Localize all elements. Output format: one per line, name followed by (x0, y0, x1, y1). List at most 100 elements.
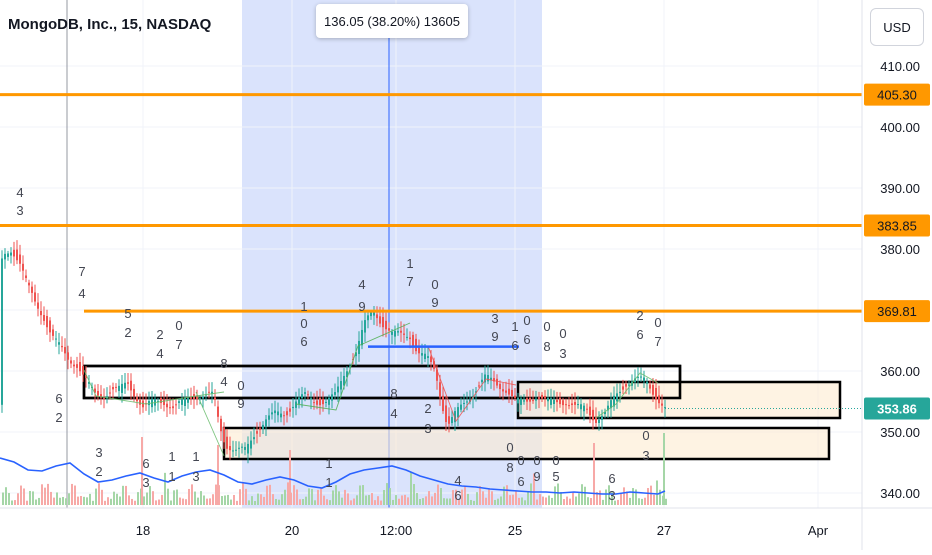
candle-body (37, 302, 39, 309)
volume-bar (539, 494, 541, 505)
volume-bar (497, 498, 499, 505)
volume-bar (338, 491, 340, 505)
candle-body (58, 342, 60, 345)
volume-bar (629, 497, 631, 505)
annotation-digit: 0 (523, 313, 530, 328)
annotation-digit: 3 (424, 421, 431, 436)
candle-body (316, 400, 318, 405)
volume-bar (269, 484, 271, 505)
zigzag-line (195, 391, 225, 457)
volume-bar (620, 494, 622, 505)
candle-body (166, 403, 168, 408)
candle-body (577, 404, 579, 406)
volume-bar (236, 500, 238, 505)
candle-body (169, 407, 171, 409)
candle-body (415, 338, 417, 352)
volume-spike (663, 433, 665, 505)
volume-bar (566, 496, 568, 505)
volume-bar (353, 498, 355, 505)
volume-bar (518, 497, 520, 505)
candle-body (196, 395, 198, 400)
volume-bar (578, 493, 580, 505)
candle-body (31, 286, 33, 293)
volume-bar (260, 494, 262, 505)
candle-body (28, 282, 30, 286)
candle-body (241, 446, 243, 448)
volume-bar (320, 487, 322, 505)
candle-body (88, 381, 90, 384)
volume-bar (71, 483, 73, 505)
volume-bar (167, 488, 169, 505)
volume-bar (341, 497, 343, 505)
annotation-digit: 8 (220, 356, 227, 371)
volume-bar (635, 489, 637, 505)
volume-bar (494, 499, 496, 505)
volume-bar (113, 491, 115, 505)
x-tick-label: 18 (136, 523, 150, 538)
volume-bar (575, 496, 577, 505)
volume-bar (122, 485, 124, 505)
candle-body (253, 437, 255, 440)
candle-body (268, 415, 270, 420)
zigzag-line (83, 369, 225, 405)
candle-body (427, 356, 429, 358)
candle-body (247, 443, 249, 454)
volume-bar (14, 500, 16, 505)
volume-bar (500, 496, 502, 505)
candle-body (520, 398, 522, 405)
candle-body (160, 397, 162, 404)
candle-body (493, 378, 495, 382)
volume-bar (476, 492, 478, 505)
annotation-digit: 2 (156, 327, 163, 342)
candle-body (457, 407, 459, 418)
volume-bar (626, 491, 628, 505)
x-tick-label: 12:00 (380, 523, 413, 538)
candle-body (574, 402, 576, 405)
annotation-digit: 3 (142, 475, 149, 490)
volume-bar (86, 497, 88, 505)
volume-bar (197, 497, 199, 505)
volume-bar (368, 495, 370, 505)
volume-bar (5, 487, 7, 505)
symbol-title[interactable]: MongoDB, Inc., 15, NASDAQ (8, 16, 212, 33)
candle-body (652, 384, 654, 395)
volume-bar (170, 500, 172, 505)
annotation-digit: 6 (55, 391, 62, 406)
volume-bar (548, 495, 550, 505)
candle-body (337, 386, 339, 393)
volume-bar (143, 496, 145, 505)
volume-bar (347, 493, 349, 505)
candle-body (226, 436, 228, 449)
volume-bar (407, 497, 409, 505)
volume-bar (137, 492, 139, 505)
volume-bar (56, 492, 58, 505)
annotation-digit: 1 (168, 449, 175, 464)
candle-body (115, 386, 117, 388)
volume-spike (141, 437, 143, 505)
volume-bar (656, 480, 658, 505)
candle-body (16, 249, 18, 261)
volume-bar (158, 499, 160, 505)
volume-bar (287, 482, 289, 505)
currency-button[interactable]: USD (870, 8, 924, 46)
candle-body (454, 411, 456, 423)
candle-body (289, 408, 291, 412)
annotation-digit: 8 (390, 386, 397, 401)
candle-body (388, 328, 390, 331)
candle-body (508, 388, 510, 395)
volume-bar (377, 496, 379, 505)
candle-body (184, 397, 186, 406)
volume-bar (455, 489, 457, 505)
candle-body (172, 406, 174, 409)
candle-body (82, 366, 84, 375)
annotation-digit: 4 (156, 346, 163, 361)
annotation-digit: 0 (543, 319, 550, 334)
volume-bar (440, 488, 442, 505)
volume-bar (527, 490, 529, 505)
candle-body (331, 394, 333, 401)
annotation-digit: 5 (552, 469, 559, 484)
volume-bar (398, 498, 400, 505)
candle-body (484, 374, 486, 383)
volume-bar (611, 492, 613, 505)
